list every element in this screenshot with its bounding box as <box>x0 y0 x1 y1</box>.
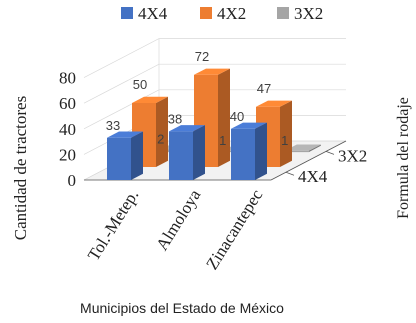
depth-tick-label: 4X4 <box>298 167 328 186</box>
x-tick-label: Tol.-Metep. <box>84 186 143 264</box>
x-tick-label: Almoloya <box>152 186 204 254</box>
bar-top <box>132 96 168 103</box>
legend-swatch <box>200 7 212 19</box>
bar-front <box>231 128 255 180</box>
depth-tick-mark <box>285 171 295 176</box>
depth-tick-label: 3X2 <box>338 146 367 165</box>
legend-swatch <box>277 7 289 19</box>
bar-top <box>256 100 292 107</box>
legend-item: 3X2 <box>277 4 323 23</box>
bar-side <box>193 125 205 180</box>
bar-top <box>231 122 267 129</box>
bar <box>169 125 205 180</box>
bar-side <box>156 96 168 167</box>
bar-side <box>218 68 230 167</box>
data-label: 1 <box>281 133 288 148</box>
y-tick-label: 60 <box>59 94 76 113</box>
y-tick-label: 40 <box>59 120 76 139</box>
legend-item: 4X4 <box>121 4 168 23</box>
legend: 4X4 4X2 3X2 <box>121 4 323 23</box>
legend-label: 4X4 <box>138 4 168 23</box>
data-label: 50 <box>133 77 147 92</box>
gridline <box>83 38 346 78</box>
bar-top <box>169 125 205 132</box>
gridline <box>83 63 346 104</box>
data-label: 2 <box>157 131 164 146</box>
legend-label: 4X2 <box>217 4 246 23</box>
bar-side <box>131 131 143 180</box>
bar-top <box>194 68 230 75</box>
depth-tick-mark <box>325 151 335 155</box>
y-axis-ticks: 0 20 40 60 80 <box>59 69 76 190</box>
x-tick-label: Zinacantepec <box>202 186 266 273</box>
bars <box>107 68 321 180</box>
legend-swatch <box>121 7 133 19</box>
bar <box>231 122 267 180</box>
data-label: 47 <box>257 81 271 96</box>
data-labels: 2 1 1 50 72 47 33 38 40 <box>106 49 289 148</box>
bar-side <box>255 122 267 180</box>
x-axis-title: Municipios del Estado de México <box>80 300 284 316</box>
depth-axis-line <box>270 140 347 181</box>
z-axis-title: Formula del rodaje <box>395 97 412 219</box>
bar <box>107 131 143 180</box>
y-tick-label: 0 <box>68 171 77 190</box>
data-label: 40 <box>230 109 244 124</box>
bar-top <box>107 131 143 138</box>
y-tick-label: 80 <box>59 69 76 88</box>
depth-axis-ticks: 4X4 3X2 <box>285 146 367 186</box>
y-axis-title: Cantidad de tractores <box>11 96 30 240</box>
data-label: 38 <box>168 111 182 126</box>
bar-top <box>284 144 321 151</box>
legend-label: 3X2 <box>294 4 323 23</box>
bar-side <box>280 100 292 167</box>
bar-front <box>169 131 193 180</box>
data-label: 72 <box>195 49 209 64</box>
bar-front <box>107 137 131 180</box>
gridline <box>83 89 346 130</box>
data-label: 33 <box>106 118 120 133</box>
y-tick-label: 20 <box>59 145 76 164</box>
bar-side <box>308 144 321 153</box>
data-label: 1 <box>219 133 226 148</box>
legend-item: 4X2 <box>200 4 246 23</box>
